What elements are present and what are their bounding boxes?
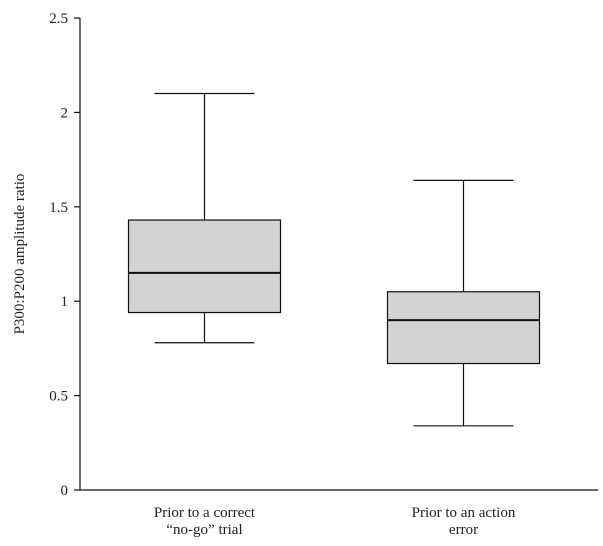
x-category-label: “no-go” trial — [166, 522, 242, 538]
x-category-label: Prior to a correct — [154, 505, 256, 521]
box-1 — [127, 92, 282, 344]
interquartile-box — [386, 291, 541, 365]
axes — [79, 18, 598, 491]
y-axis-ticks: 0 0.5 1 1.5 2 2.5 — [49, 11, 80, 499]
y-tick-label: 1.5 — [49, 200, 68, 216]
x-category-label: Prior to an action — [412, 505, 516, 521]
x-axis-category-labels: Prior to a correct“no-go” trial Prior to … — [154, 505, 516, 538]
y-tick-label: 2.5 — [49, 11, 68, 27]
y-axis-title: P300:P200 amplitude ratio — [12, 174, 28, 335]
interquartile-box — [127, 219, 282, 314]
y-tick-label: 2 — [61, 105, 69, 121]
x-category-label: error — [449, 522, 478, 538]
y-tick-label: 0 — [61, 483, 69, 499]
box-2 — [386, 179, 541, 427]
y-tick-label: 1 — [61, 294, 69, 310]
y-tick-label: 0.5 — [49, 389, 68, 405]
boxes — [127, 92, 541, 427]
